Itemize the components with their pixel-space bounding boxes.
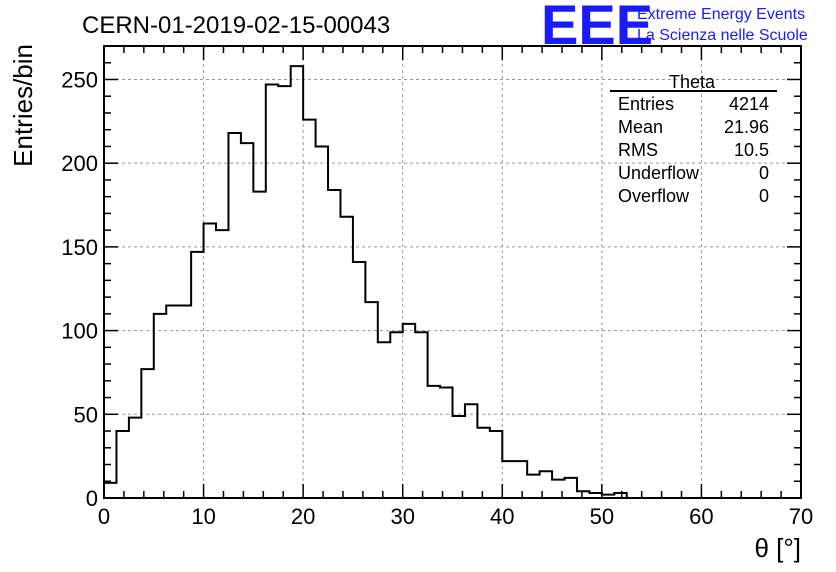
y-axis-title: Entries/bin: [8, 44, 38, 167]
x-tick-label: 0: [98, 504, 110, 529]
axis-ticks: [103, 45, 802, 499]
histogram-series: [103, 65, 801, 499]
stats-value-underflow: 0: [759, 163, 769, 183]
x-tick-label: 40: [490, 504, 514, 529]
stats-label-overflow: Overflow: [618, 186, 690, 206]
x-tick-label: 20: [291, 504, 315, 529]
y-tick-label: 50: [74, 402, 98, 427]
y-tick-label: 250: [61, 67, 98, 92]
y-tick-label: 200: [61, 151, 98, 176]
y-tick-label: 100: [61, 319, 98, 344]
stats-title: Theta: [669, 72, 716, 92]
x-tick-label: 30: [390, 504, 414, 529]
logo-line1: Extreme Energy Events: [637, 6, 805, 23]
run-title: CERN-01-2019-02-15-00043: [82, 12, 390, 39]
grid: [104, 46, 801, 498]
x-tick-label: 50: [590, 504, 614, 529]
stats-label-underflow: Underflow: [618, 163, 700, 183]
stats-label-mean: Mean: [618, 117, 663, 137]
stats-value-rms: 10.5: [734, 140, 769, 160]
x-tick-label: 60: [689, 504, 713, 529]
stats-value-mean: 21.96: [724, 117, 769, 137]
y-tick-label: 0: [86, 486, 98, 511]
stats-label-rms: RMS: [618, 140, 658, 160]
logo-letters: EEE: [541, 0, 653, 56]
x-tick-label: 70: [789, 504, 813, 529]
eee-logo: EEE Extreme Energy Events La Scienza nel…: [541, 0, 808, 56]
tick-labels: 0 10 20 30 40 50 60 70 0 50 100 150 200 250: [61, 67, 813, 529]
stats-value-entries: 4214: [729, 94, 769, 114]
stats-label-entries: Entries: [618, 94, 674, 114]
x-axis-title: θ [°]: [754, 533, 801, 563]
stats-value-overflow: 0: [759, 186, 769, 206]
stats-box: Theta Entries 4214 Mean 21.96 RMS 10.5 U…: [610, 72, 777, 206]
x-tick-label: 10: [191, 504, 215, 529]
plot-frame: [103, 45, 802, 499]
y-tick-label: 150: [61, 235, 98, 260]
logo-line2: La Scienza nelle Scuole: [637, 27, 808, 44]
